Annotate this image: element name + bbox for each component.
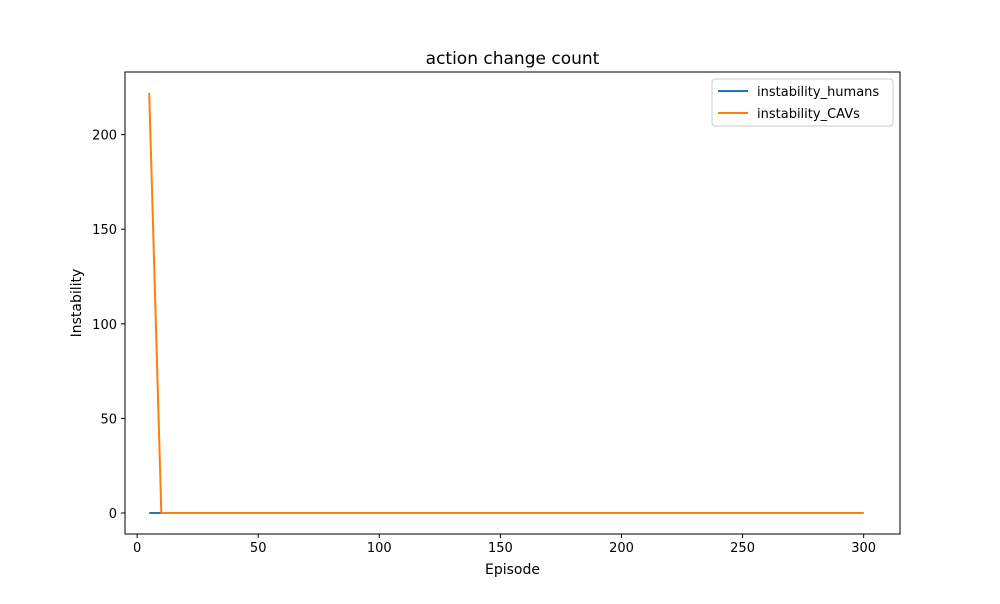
y-axis-label: Instability <box>69 269 85 338</box>
legend-box <box>711 78 894 127</box>
x-tick-label: 200 <box>609 541 634 556</box>
y-tick-label: 200 <box>92 129 117 144</box>
x-axis-ticks: 0 50 100 150 200 250 300 <box>133 534 876 556</box>
series-layer <box>148 92 864 514</box>
y-tick-label: 150 <box>92 223 117 238</box>
x-tick-label: 50 <box>250 541 267 556</box>
legend: instability_humans instability_CAVs <box>711 78 894 127</box>
legend-label-humans: instability_humans <box>757 85 879 100</box>
y-tick-label: 0 <box>109 507 117 522</box>
y-tick-label: 100 <box>92 318 117 333</box>
x-tick-label: 250 <box>730 541 755 556</box>
x-tick-label: 100 <box>367 541 392 556</box>
y-tick-label: 50 <box>100 412 117 427</box>
chart-title: action change count <box>426 49 600 69</box>
series-line-instability-cavs <box>148 92 864 514</box>
x-tick-label: 150 <box>488 541 513 556</box>
x-tick-label: 0 <box>133 541 141 556</box>
x-axis-label: Episode <box>485 562 540 578</box>
y-axis-ticks: 0 50 100 150 200 <box>92 129 125 522</box>
x-tick-label: 300 <box>851 541 876 556</box>
plot-area-frame <box>124 71 901 535</box>
legend-label-cavs: instability_CAVs <box>757 107 860 122</box>
